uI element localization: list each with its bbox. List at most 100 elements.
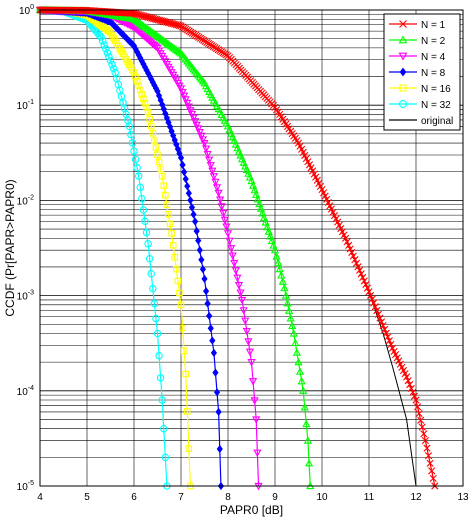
data-point-n-1 xyxy=(418,423,426,431)
data-point-n-32 xyxy=(103,49,112,57)
data-point-n-1 xyxy=(373,306,381,315)
data-point-n-16 xyxy=(143,104,150,111)
data-point-n-4 xyxy=(242,327,251,336)
marker-stroke xyxy=(326,202,334,210)
x-tick-label: 10 xyxy=(316,492,328,503)
legend-label-n-4: N = 4 xyxy=(421,52,446,63)
data-point-n-32 xyxy=(158,396,166,404)
data-point-n-4 xyxy=(203,151,212,159)
data-point-n-4 xyxy=(184,103,193,111)
data-point-n-4 xyxy=(236,289,245,297)
marker-stroke xyxy=(371,303,379,311)
data-point-n-8 xyxy=(179,160,186,170)
data-point-n-4 xyxy=(190,118,200,126)
data-point-n-16 xyxy=(179,324,186,332)
marker-stroke xyxy=(418,423,426,431)
data-point-n-32 xyxy=(109,64,118,73)
data-point-n-2 xyxy=(267,236,277,245)
marker-stroke xyxy=(403,373,411,381)
data-point-n-2 xyxy=(250,185,259,194)
data-point-n-8 xyxy=(207,324,214,333)
marker-stroke xyxy=(310,170,318,178)
data-point-n-2 xyxy=(278,277,287,285)
legend-label-n-32: N = 32 xyxy=(421,100,451,111)
data-point-n-16 xyxy=(174,277,182,285)
legend-marker-n-2 xyxy=(398,35,408,44)
x-tick-label: 11 xyxy=(364,492,375,503)
legend-item-original: original xyxy=(389,116,453,127)
marker-stroke xyxy=(321,192,329,200)
data-point-n-2 xyxy=(134,18,143,26)
data-point-n-4 xyxy=(217,203,226,211)
marker-stroke xyxy=(393,354,401,362)
data-point-n-2 xyxy=(283,298,292,307)
data-point-n-8 xyxy=(187,196,194,205)
data-point-n-4 xyxy=(252,416,261,424)
marker-stroke xyxy=(388,344,397,352)
data-point-n-16 xyxy=(133,78,141,85)
data-point-n-8 xyxy=(185,189,192,198)
data-point-n-1 xyxy=(356,266,364,274)
data-point-n-16 xyxy=(165,211,172,218)
plot-frame xyxy=(39,9,464,487)
data-point-n-8 xyxy=(182,174,189,184)
data-point-n-16 xyxy=(180,347,188,355)
marker-stroke xyxy=(429,474,437,483)
marker-stroke xyxy=(357,270,365,278)
marker-stroke xyxy=(423,444,431,452)
data-point-n-4 xyxy=(201,145,211,153)
data-point-n-4 xyxy=(176,85,186,93)
data-point-n-1 xyxy=(413,403,422,411)
marker-stroke xyxy=(304,158,312,166)
marker-stroke xyxy=(387,340,395,349)
data-point-n-4 xyxy=(228,252,237,260)
data-point-n-2 xyxy=(168,43,178,51)
data-point-n-16 xyxy=(185,445,193,452)
data-point-n-2 xyxy=(147,27,156,36)
data-point-n-4 xyxy=(181,96,190,104)
data-point-n-1 xyxy=(343,238,351,246)
data-point-n-4 xyxy=(230,259,239,268)
data-point-n-16 xyxy=(176,289,183,297)
marker-stroke xyxy=(338,228,346,236)
data-point-n-8 xyxy=(198,255,205,264)
marker-stroke xyxy=(413,403,422,411)
data-point-n-4 xyxy=(216,196,225,204)
data-point-n-2 xyxy=(261,218,270,226)
data-point-n-2 xyxy=(270,245,280,254)
marker-stroke xyxy=(340,231,348,239)
marker-stroke xyxy=(409,388,417,396)
marker-stroke xyxy=(315,179,323,187)
data-point-n-2 xyxy=(263,222,272,231)
legend-label-n-16: N = 16 xyxy=(421,84,451,95)
legend-label-n-8: N = 8 xyxy=(421,68,446,79)
data-point-n-1 xyxy=(354,263,362,271)
marker-stroke xyxy=(401,370,409,378)
data-point-n-4 xyxy=(234,282,244,290)
series-n-1 xyxy=(36,6,439,490)
data-point-n-2 xyxy=(272,252,281,260)
data-point-n-1 xyxy=(384,333,392,341)
data-point-n-16 xyxy=(182,370,189,378)
marker-stroke xyxy=(349,252,357,260)
data-point-n-2 xyxy=(295,367,305,375)
data-point-n-1 xyxy=(360,277,368,285)
marker-stroke xyxy=(329,208,337,216)
legend-item-n-4: N = 4 xyxy=(389,52,446,63)
marker-stroke xyxy=(376,314,384,322)
data-point-n-2 xyxy=(273,258,283,266)
data-point-n-16 xyxy=(169,242,177,249)
data-point-n-8 xyxy=(181,167,188,177)
data-point-n-1 xyxy=(407,384,415,393)
data-point-n-1 xyxy=(415,409,423,418)
data-point-n-1 xyxy=(341,234,350,242)
legend-label-original: original xyxy=(421,116,453,127)
marker-stroke xyxy=(274,108,282,116)
marker-stroke xyxy=(363,284,372,292)
marker-stroke xyxy=(313,176,321,184)
data-point-n-16 xyxy=(130,69,138,76)
data-point-n-16 xyxy=(152,144,160,151)
marker-stroke xyxy=(420,430,428,438)
data-point-n-8 xyxy=(201,274,208,283)
marker-stroke xyxy=(298,145,306,153)
